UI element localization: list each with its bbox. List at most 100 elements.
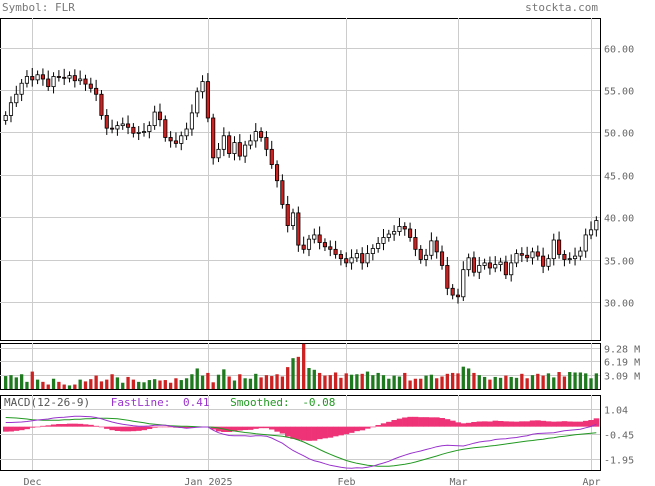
volume-bar bbox=[248, 378, 253, 389]
volume-bar bbox=[153, 379, 157, 389]
volume-bar bbox=[509, 376, 513, 389]
candle-body bbox=[40, 74, 45, 80]
macd-histogram-bar bbox=[386, 421, 392, 427]
candle-body bbox=[173, 140, 178, 144]
macd-histogram-bar bbox=[588, 420, 594, 427]
macd-histogram-bar bbox=[88, 424, 94, 427]
volume-bar bbox=[376, 372, 380, 389]
candle-body bbox=[439, 251, 445, 266]
candle-body bbox=[397, 226, 402, 232]
macd-histogram-bar bbox=[109, 426, 116, 431]
volume-bar bbox=[232, 380, 237, 389]
macd-histogram-bar bbox=[162, 426, 169, 428]
volume-bar bbox=[179, 380, 183, 389]
panel-frame-0 bbox=[0, 18, 601, 341]
volume-bar bbox=[190, 374, 194, 389]
macd-histogram-bar bbox=[210, 426, 217, 430]
volume-bar bbox=[4, 376, 8, 389]
candle-body bbox=[19, 82, 24, 95]
candle-body bbox=[248, 140, 253, 146]
macd-histogram-bar bbox=[391, 420, 398, 427]
macd-histogram-bar bbox=[375, 425, 382, 427]
candle-body bbox=[328, 246, 333, 250]
macd-histogram-bar bbox=[237, 426, 243, 431]
candle-body bbox=[216, 148, 221, 159]
macd-histogram-bar bbox=[423, 417, 430, 427]
candle-body bbox=[243, 144, 248, 157]
candle-body bbox=[14, 93, 19, 104]
macd-histogram-bar bbox=[290, 426, 296, 439]
volume-bar bbox=[312, 369, 316, 389]
candle-body bbox=[227, 135, 232, 154]
volume-bar bbox=[270, 376, 274, 389]
volume-bar bbox=[482, 376, 487, 389]
price-tick-label: 30.00 bbox=[604, 299, 634, 310]
macd-histogram-bar bbox=[98, 426, 105, 428]
macd-histogram-bar bbox=[93, 425, 100, 427]
macd-title-text: MACD(12-26-9) bbox=[4, 396, 90, 409]
candle-body bbox=[493, 264, 498, 269]
macd-histogram-bar bbox=[18, 426, 25, 431]
macd-histogram-bar bbox=[13, 426, 20, 431]
price-tick-label: 50.00 bbox=[604, 129, 634, 140]
macd-histogram-bar bbox=[332, 426, 339, 437]
candle-body bbox=[466, 257, 471, 271]
volume-bar bbox=[573, 372, 577, 389]
macd-histogram-bar bbox=[167, 426, 174, 428]
macd-histogram-bar bbox=[231, 426, 238, 432]
volume-bar bbox=[557, 372, 561, 389]
candle-body bbox=[573, 255, 578, 260]
panel-frame-1 bbox=[0, 343, 601, 390]
candle-body bbox=[285, 204, 290, 227]
macd-histogram-bar bbox=[125, 426, 132, 432]
candle-body bbox=[503, 261, 508, 276]
macd-histogram-bar bbox=[130, 426, 137, 432]
candle-body bbox=[498, 261, 503, 265]
macd-histogram-bar bbox=[56, 424, 62, 427]
candle-body bbox=[541, 255, 546, 267]
macd-histogram-bar bbox=[104, 426, 110, 429]
volume-bar bbox=[94, 375, 98, 389]
macd-histogram-bar bbox=[247, 426, 254, 430]
volume-bar bbox=[451, 372, 455, 389]
volume-bar bbox=[142, 382, 146, 389]
candle-body bbox=[413, 237, 418, 250]
volume-bar bbox=[344, 373, 348, 389]
macd-histogram-bar bbox=[359, 426, 366, 431]
smoothed-label: Smoothed: bbox=[230, 396, 290, 409]
fastline-line bbox=[5, 415, 597, 469]
candle-body bbox=[487, 262, 492, 269]
volume-bar bbox=[514, 377, 519, 389]
candle-body bbox=[72, 75, 77, 82]
volume-bar bbox=[286, 367, 290, 389]
volume-bar bbox=[158, 380, 162, 389]
candle-body bbox=[51, 76, 56, 88]
macd-histogram-bar bbox=[434, 417, 440, 427]
candle-body bbox=[8, 102, 14, 116]
volume-bar bbox=[57, 381, 61, 389]
volume-tick-label: 6.19 M bbox=[604, 358, 640, 369]
x-tick-label: Jan 2025 bbox=[184, 477, 232, 486]
volume-bar bbox=[174, 378, 178, 389]
candle-body bbox=[333, 248, 338, 255]
volume-bar bbox=[403, 372, 407, 389]
volume-bar bbox=[498, 377, 503, 389]
source-label: stockta.com bbox=[525, 1, 598, 14]
macd-histogram-bar bbox=[412, 416, 419, 427]
candle-body bbox=[126, 123, 131, 128]
volume-bar bbox=[83, 381, 88, 389]
macd-histogram-bar bbox=[183, 426, 190, 429]
candle-body bbox=[30, 76, 35, 81]
macd-histogram-bar bbox=[327, 426, 334, 438]
candle-body bbox=[317, 234, 322, 243]
volume-bar bbox=[110, 374, 114, 389]
macd-histogram-bar bbox=[253, 426, 259, 429]
macd-histogram-bar bbox=[316, 426, 323, 440]
candle-body bbox=[296, 212, 301, 246]
candle-body bbox=[237, 142, 242, 157]
volume-bar bbox=[30, 371, 34, 389]
price-candles bbox=[3, 67, 599, 304]
macd-histogram-bar bbox=[8, 426, 14, 432]
macd-histogram-bar bbox=[279, 426, 286, 434]
